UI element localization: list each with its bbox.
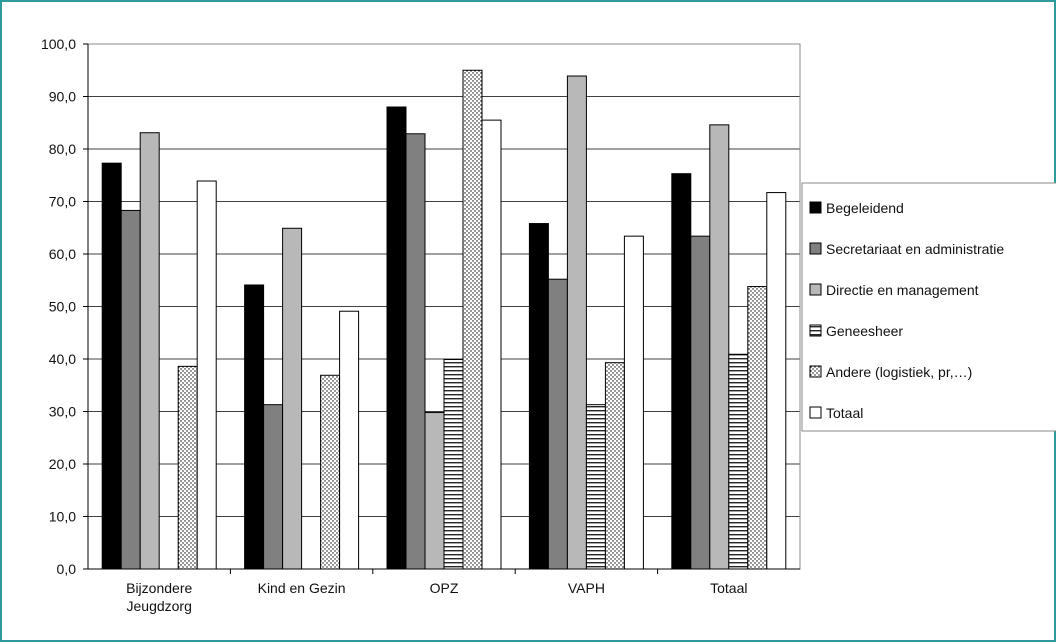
y-tick-label: 20,0 (49, 456, 76, 472)
legend-swatch (809, 365, 822, 378)
legend-label: Totaal (826, 405, 863, 421)
bar (320, 374, 341, 570)
legend-swatch (809, 406, 822, 419)
bar (623, 235, 644, 570)
legend-label: Begeleidend (826, 200, 904, 216)
legend-label: Andere (logistiek, pr,…) (826, 364, 972, 380)
tick-labels: 0,0 10,0 20,0 30,0 40,0 50,0 60,0 70,0 80,0 90,0 1… (41, 36, 748, 614)
bar (462, 69, 483, 570)
bar (339, 310, 360, 570)
legend: Begeleidend Secretariaat en administratie… (801, 182, 1056, 432)
bars (101, 69, 787, 570)
legend-swatch (809, 283, 822, 296)
x-tick-label: OPZ (430, 580, 459, 596)
bar (177, 365, 198, 570)
y-tick-label: 80,0 (49, 141, 76, 157)
bar (566, 75, 587, 570)
x-tick-label: Totaal (710, 580, 747, 596)
bar (244, 284, 265, 570)
y-tick-label: 30,0 (49, 404, 76, 420)
bar (709, 124, 730, 570)
x-tick-label: Kind en Gezin (258, 580, 346, 596)
bar (120, 209, 141, 570)
bar (671, 173, 692, 570)
bar (604, 362, 625, 570)
legend-box (801, 182, 1056, 432)
bar (481, 119, 502, 570)
bar (386, 106, 407, 570)
bar (690, 235, 711, 570)
bar (747, 286, 768, 570)
legend-swatch (809, 242, 822, 255)
bar (766, 192, 787, 570)
legend-swatch (809, 324, 822, 337)
bar (196, 180, 217, 570)
bar (728, 353, 749, 570)
bar (139, 132, 160, 570)
legend-label: Directie en management (826, 282, 979, 298)
legend-swatch (809, 201, 822, 214)
legend-label: Geneesheer (826, 323, 903, 339)
y-tick-label: 100,0 (41, 36, 76, 52)
y-tick-label: 0,0 (57, 561, 77, 577)
y-tick-label: 60,0 (49, 246, 76, 262)
y-tick-label: 40,0 (49, 351, 76, 367)
bar (405, 133, 426, 570)
bar (263, 404, 284, 570)
bar (443, 359, 464, 570)
bar (528, 223, 549, 570)
x-tick-label: VAPH (568, 580, 605, 596)
bar (282, 227, 303, 570)
y-tick-label: 50,0 (49, 299, 76, 315)
y-tick-label: 90,0 (49, 89, 76, 105)
y-tick-label: 70,0 (49, 194, 76, 210)
y-tick-label: 10,0 (49, 509, 76, 525)
x-tick-label: Bijzondere Jeugdzorg (126, 580, 192, 614)
bar (585, 404, 606, 570)
bar (424, 412, 445, 570)
bar (547, 278, 568, 570)
bar (101, 162, 122, 570)
legend-label: Secretariaat en administratie (826, 241, 1004, 257)
